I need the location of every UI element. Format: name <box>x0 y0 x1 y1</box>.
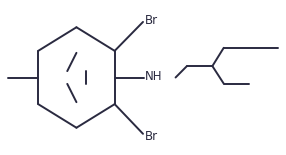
Text: NH: NH <box>145 70 163 83</box>
Text: Br: Br <box>144 130 158 143</box>
Text: Br: Br <box>144 14 158 27</box>
